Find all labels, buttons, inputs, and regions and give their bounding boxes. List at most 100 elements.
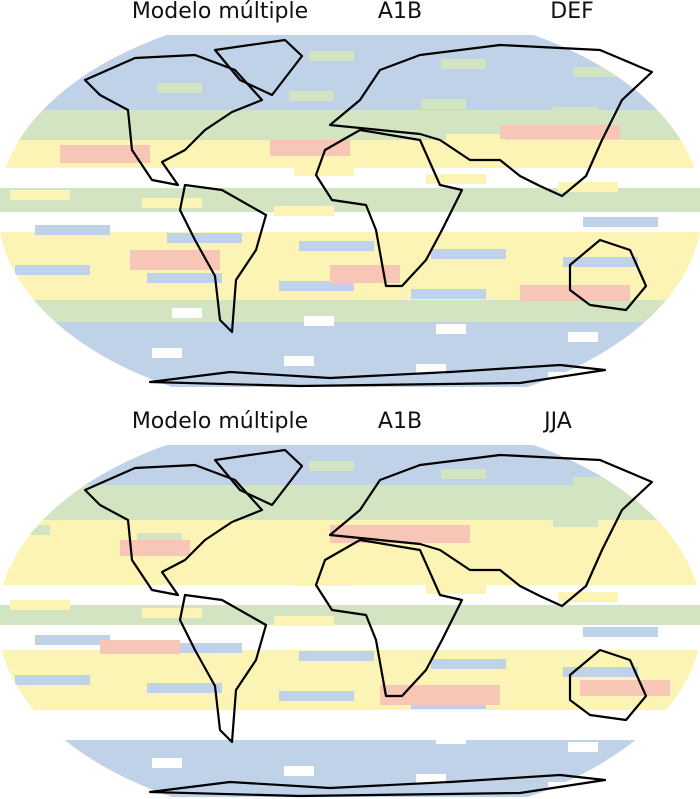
field-patch <box>25 485 70 495</box>
field-patch <box>578 552 638 562</box>
field-patch <box>279 691 354 701</box>
scenario-label: A1B <box>378 409 422 434</box>
field-patch <box>5 115 50 125</box>
field-patch <box>5 525 50 535</box>
field-patch <box>500 125 620 139</box>
field-patch <box>20 340 50 350</box>
field-patch <box>30 560 90 570</box>
field-patch <box>441 59 486 69</box>
field-patch <box>568 742 598 752</box>
field-patch <box>274 206 334 216</box>
field <box>0 445 700 797</box>
field-patch <box>35 225 110 235</box>
field-patch <box>0 710 700 740</box>
field-patch <box>446 134 506 144</box>
field-patch <box>421 509 466 519</box>
field-patch <box>553 107 598 117</box>
field-patch <box>563 667 638 677</box>
field-patch <box>147 273 222 283</box>
season-label: JJA <box>542 409 572 434</box>
field-patch <box>284 766 314 776</box>
field-patch <box>573 67 618 77</box>
field-patch <box>10 600 70 610</box>
field-patch <box>284 356 314 366</box>
field-patch <box>152 348 182 358</box>
field-patch <box>309 461 354 471</box>
field-patch <box>100 640 180 654</box>
field-patch <box>299 241 374 251</box>
field-patch <box>130 250 220 270</box>
field-patch <box>416 364 446 374</box>
field-patch <box>0 212 700 232</box>
field-patch <box>558 182 618 192</box>
field-patch <box>411 289 486 299</box>
field-patch <box>553 517 598 527</box>
field-patch <box>330 265 400 283</box>
field-patch <box>137 533 182 543</box>
field-patch <box>172 718 202 728</box>
field-patch <box>304 316 334 326</box>
field-patch <box>15 675 90 685</box>
season-label: DEF <box>550 0 594 24</box>
field-patch <box>142 198 202 208</box>
field-patch <box>167 233 242 243</box>
field-patch <box>279 281 354 291</box>
field-patch <box>289 501 334 511</box>
field-patch <box>436 734 466 744</box>
field-patch <box>299 651 374 661</box>
model-label: Modelo múltiple <box>132 0 308 24</box>
field-patch <box>172 308 202 318</box>
model-label: Modelo múltiple <box>132 409 308 434</box>
field-patch <box>294 576 354 586</box>
field-patch <box>289 91 334 101</box>
field-patch <box>431 249 506 259</box>
field-patch <box>441 469 486 479</box>
field-patch <box>0 40 30 50</box>
field-patch <box>431 659 506 669</box>
field-patch <box>10 190 70 200</box>
field-patch <box>120 540 190 556</box>
field-patch <box>573 477 618 487</box>
field-patch <box>330 525 470 543</box>
field-patch <box>583 627 658 637</box>
field-patch <box>436 324 466 334</box>
field-patch <box>157 83 202 93</box>
field-patch <box>309 51 354 61</box>
field-patch <box>162 158 222 168</box>
field-patch <box>446 544 506 554</box>
field-patch <box>274 616 334 626</box>
field-patch <box>25 75 70 85</box>
field-patch <box>0 300 700 322</box>
field-patch <box>137 123 182 133</box>
field-patch <box>0 485 700 520</box>
field-patch <box>142 608 202 618</box>
field-patch <box>0 450 30 460</box>
field-patch <box>568 332 598 342</box>
field-patch <box>563 257 638 267</box>
field-patch <box>578 142 638 152</box>
field-patch <box>580 680 670 696</box>
field <box>0 35 700 387</box>
field-patch <box>426 174 486 184</box>
field-patch <box>294 166 354 176</box>
field-patch <box>0 605 700 625</box>
field-patch <box>270 140 350 156</box>
field-patch <box>162 568 222 578</box>
field-patch <box>147 683 222 693</box>
field-patch <box>167 643 242 653</box>
field-patch <box>20 750 50 760</box>
field-patch <box>558 592 618 602</box>
field-patch <box>60 145 150 163</box>
field-patch <box>0 168 700 188</box>
field-patch <box>421 99 466 109</box>
field-patch <box>380 685 500 705</box>
field-patch <box>35 635 110 645</box>
map-panel: Modelo múltiple A1B JJA <box>0 409 700 798</box>
field-patch <box>152 758 182 768</box>
field-patch <box>583 217 658 227</box>
field-patch <box>426 584 486 594</box>
scenario-label: A1B <box>378 0 422 24</box>
field-patch <box>416 774 446 784</box>
